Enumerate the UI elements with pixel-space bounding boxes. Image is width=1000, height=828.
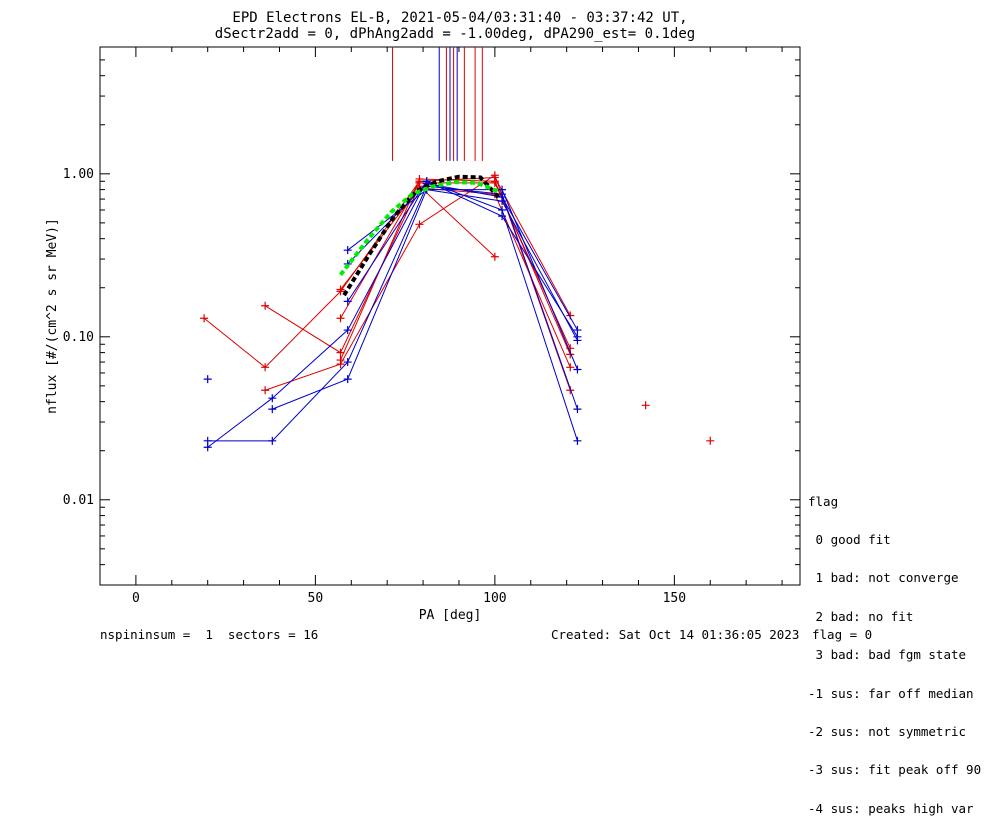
y-tick-label: 1.00 [63,167,94,182]
data-point [343,246,352,255]
axis-ticks: 0 50 100 150 0.01 0.10 1.00 [63,46,800,606]
flag-legend: flag 0 good fit 1 bad: not converge 2 ba… [808,470,981,828]
plot-canvas: EPD Electrons EL-B, 2021-05-04/03:31:40 … [45,10,801,623]
data-point [261,363,270,372]
chart-title-line1: EPD Electrons EL-B, 2021-05-04/03:31:40 … [232,10,687,26]
data-point [336,348,345,357]
footer-sector-info: nspininsum = 1 sectors = 16 [100,627,319,642]
data-point [336,356,345,365]
series-line [207,180,578,448]
y-tick-label: 0.10 [63,330,94,345]
data-point [573,326,582,335]
data-point [268,405,277,414]
legend-item: -3 sus: fit peak off 90 [808,762,982,778]
x-tick-label: 50 [308,591,324,606]
data-point [343,375,352,384]
legend-item: 3 bad: bad fgm state [808,647,967,663]
x-axis-label: PA [deg] [419,608,482,623]
legend-title: flag [808,493,839,509]
data-point [203,436,212,445]
legend-item: 1 bad: not converge [808,570,959,586]
data-point [566,363,575,372]
series-line [347,189,578,341]
data-point [573,405,582,414]
fit-curves [338,174,500,297]
data-point [415,220,424,229]
data-point [268,436,277,445]
fit-curve-green [338,180,500,277]
legend-item: 2 bad: no fit [808,608,914,624]
data-point [203,375,212,384]
data-point [422,177,431,186]
legend-item: -1 sus: far off median [808,685,974,701]
data-point [343,297,352,306]
data-point [490,177,499,186]
data-point [200,314,209,323]
series-line [340,182,571,349]
data-point [573,436,582,445]
legend-item: -2 sus: not symmetric [808,723,967,739]
data-point [498,185,507,194]
fit-curve-black [342,174,500,297]
data-point [261,386,270,395]
data-point [343,326,352,335]
data-point [490,252,499,261]
data-point [336,314,345,323]
x-tick-label: 0 [132,591,140,606]
data-point [498,193,507,202]
y-axis-label: nflux [#/(cm^2 s sr MeV)] [45,218,60,414]
x-tick-label: 150 [663,591,686,606]
data-point [343,358,352,367]
footer-flag: flag = 0 [812,627,873,642]
series-line [347,180,578,338]
data-point [573,365,582,374]
legend-item: -4 sus: peaks high var [808,800,974,816]
series-line [264,174,571,391]
data-point [336,285,345,294]
data-series [200,171,715,452]
peak-lines [392,47,483,161]
data-point [706,436,715,445]
x-tick-label: 100 [483,591,506,606]
data-point [498,212,507,221]
series-line [340,187,571,368]
data-point [641,401,650,410]
data-point [415,174,424,183]
series-line [347,183,578,331]
series-line [207,185,578,442]
y-tick-label: 0.01 [63,493,94,508]
chart-title-line2: dSectr2add = 0, dPhAng2add = -1.00deg, d… [215,26,695,42]
legend-item: 0 good fit [808,531,891,547]
data-point [573,332,582,341]
series-line [203,176,571,368]
data-point [261,301,270,310]
data-point [268,394,277,403]
footer-created-timestamp: Created: Sat Oct 14 01:36:05 2023 [551,627,800,642]
